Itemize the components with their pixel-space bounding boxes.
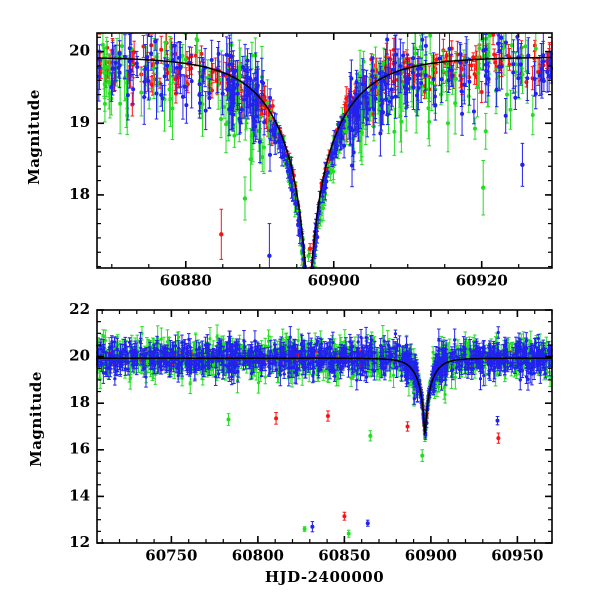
- bottom-panel-y-axis-label: Magnitude: [27, 371, 45, 467]
- bottom-panel-x-axis-label: HJD-2400000: [264, 568, 385, 586]
- top-panel-y-axis-label: Magnitude: [25, 89, 43, 185]
